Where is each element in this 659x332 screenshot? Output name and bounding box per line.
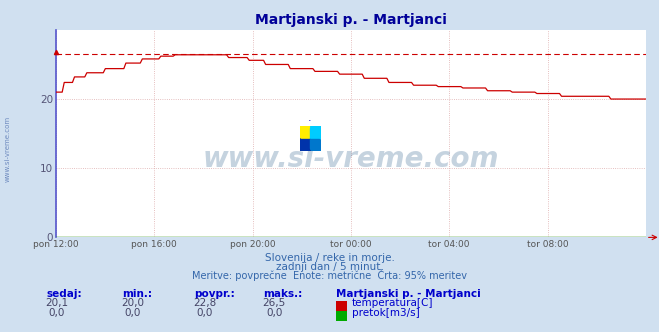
Text: www.si-vreme.com: www.si-vreme.com [5,116,11,183]
Text: min.:: min.: [122,289,152,299]
Text: Slovenija / reke in morje.: Slovenija / reke in morje. [264,253,395,263]
Polygon shape [310,126,321,138]
Text: 20,0: 20,0 [121,298,144,308]
Text: 0,0: 0,0 [49,308,65,318]
Text: maks.:: maks.: [264,289,303,299]
Title: Martjanski p. - Martjanci: Martjanski p. - Martjanci [255,13,447,27]
Text: Martjanski p. - Martjanci: Martjanski p. - Martjanci [336,289,481,299]
Text: Meritve: povprečne  Enote: metrične  Črta: 95% meritev: Meritve: povprečne Enote: metrične Črta:… [192,269,467,281]
Text: ·: · [307,117,311,126]
Text: povpr.:: povpr.: [194,289,235,299]
Polygon shape [300,138,310,151]
Text: 0,0: 0,0 [125,308,140,318]
Polygon shape [300,126,310,138]
Text: sedaj:: sedaj: [46,289,82,299]
Bar [300,138,310,151]
Text: 26,5: 26,5 [262,298,286,308]
Text: 22,8: 22,8 [193,298,217,308]
Text: 20,1: 20,1 [45,298,69,308]
Text: www.si-vreme.com: www.si-vreme.com [203,144,499,173]
Bar [300,126,310,138]
Text: zadnji dan / 5 minut.: zadnji dan / 5 minut. [275,262,384,272]
Text: pretok[m3/s]: pretok[m3/s] [352,308,420,318]
Bar [310,126,321,138]
Bar [310,138,321,151]
Text: 0,0: 0,0 [197,308,213,318]
Text: 0,0: 0,0 [266,308,282,318]
Text: temperatura[C]: temperatura[C] [352,298,434,308]
